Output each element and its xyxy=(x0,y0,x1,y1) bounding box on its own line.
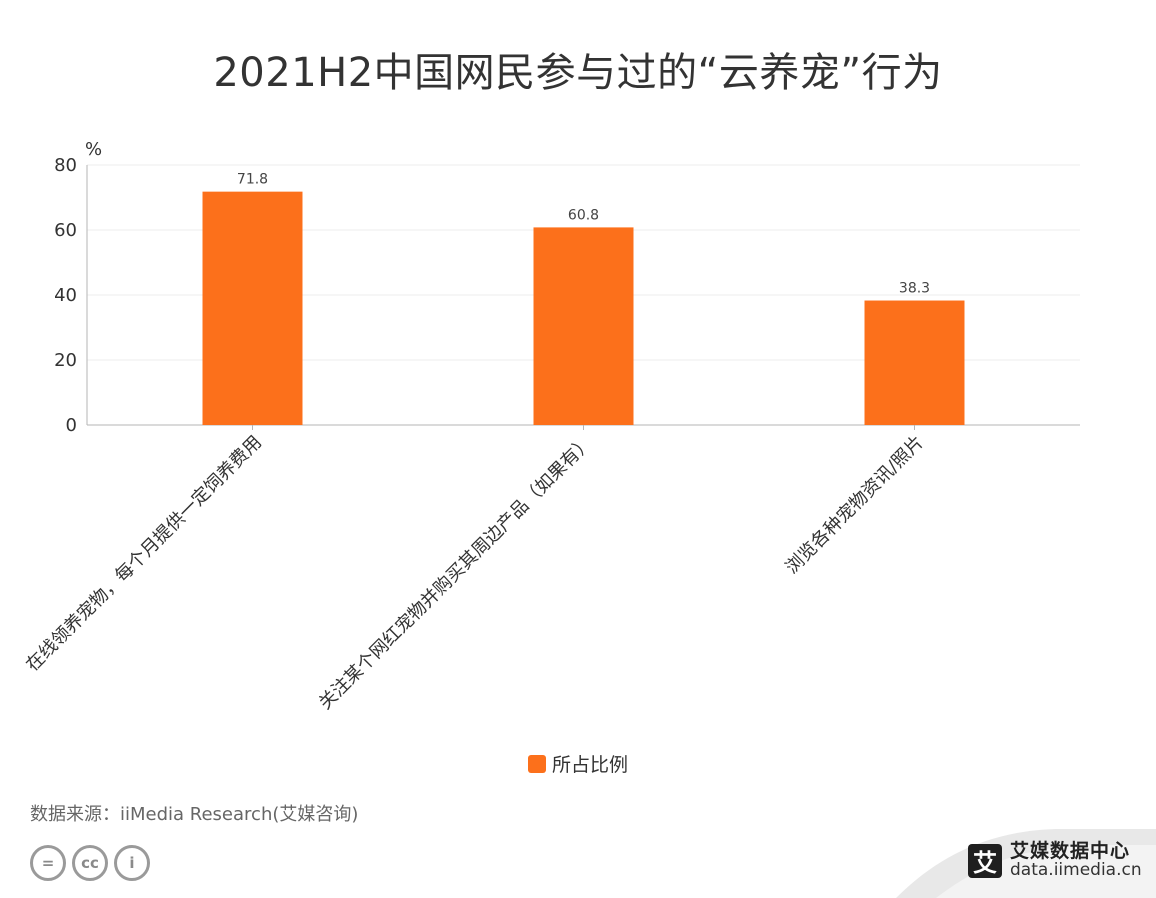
brand-band xyxy=(896,829,1156,898)
legend[interactable]: 所占比例 xyxy=(0,750,1156,777)
bar[interactable] xyxy=(533,227,634,425)
equals-icon: = xyxy=(30,845,66,881)
data-label: 60.8 xyxy=(568,207,599,223)
y-tick-label: 20 xyxy=(54,350,77,371)
brand: 艾 艾媒数据中心 data.iimedia.cn xyxy=(968,840,1142,880)
y-tick-label: 80 xyxy=(54,155,77,176)
y-tick-label: 0 xyxy=(66,415,77,436)
x-tick-label: 浏览各种宠物资讯/照片 xyxy=(782,432,928,578)
legend-swatch xyxy=(527,754,546,773)
legend-label: 所占比例 xyxy=(551,754,628,776)
brand-name: 艾媒数据中心 xyxy=(1010,840,1131,862)
y-tick-label: 40 xyxy=(54,285,77,306)
source-note: 数据来源：iiMedia Research(艾媒咨询) xyxy=(30,804,359,825)
x-tick-label: 关注某个网红宠物并购买其周边产品（如果有） xyxy=(315,432,597,714)
labels: 0 20 40 60 80% 71.8 在线领养宠物，每个月提供一定饲养费用 60.8 关注某个… xyxy=(22,139,930,714)
cc-icon: cc xyxy=(72,845,108,881)
license-icons: = cc i xyxy=(30,845,150,881)
chart-title: 2021H2中国网民参与过的“云养宠”行为 xyxy=(213,50,943,96)
y-unit-label: % xyxy=(85,139,102,160)
person-icon: i xyxy=(114,845,150,881)
brand-url: data.iimedia.cn xyxy=(1010,859,1142,880)
bars xyxy=(202,191,965,425)
bar[interactable] xyxy=(864,300,965,425)
data-label: 71.8 xyxy=(237,172,268,188)
data-label: 38.3 xyxy=(899,281,930,297)
y-tick-label: 60 xyxy=(54,220,77,241)
x-tick-label: 在线领养宠物，每个月提供一定饲养费用 xyxy=(22,432,266,676)
brand-logo: 艾 xyxy=(968,843,1002,878)
bar[interactable] xyxy=(202,191,303,425)
